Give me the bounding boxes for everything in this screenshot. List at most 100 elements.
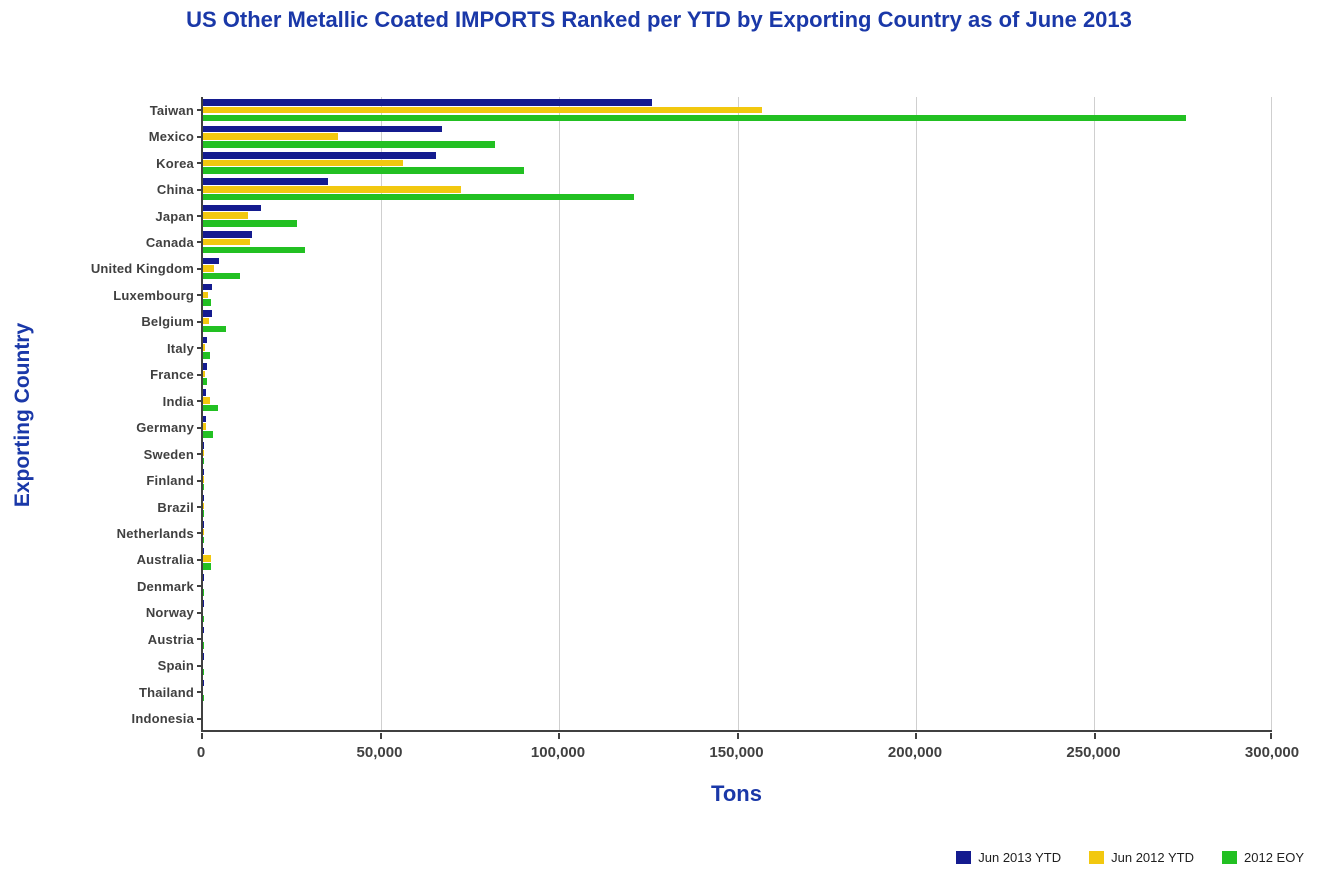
- y-axis-tick-mark: [197, 162, 201, 165]
- x-axis-tick-mark: [201, 733, 203, 739]
- bar-group-luxembourg: [203, 282, 1272, 308]
- category-label: Mexico: [0, 123, 201, 149]
- category-label: France: [0, 362, 201, 388]
- legend-swatch: [1089, 851, 1105, 864]
- legend-label: Jun 2013 YTD: [978, 850, 1062, 865]
- x-axis-tick-mark: [558, 733, 560, 739]
- category-label: China: [0, 176, 201, 202]
- y-axis-tick-mark: [197, 611, 201, 614]
- bar: [203, 291, 208, 299]
- category-label: Germany: [0, 414, 201, 440]
- x-axis-tick-label: 150,000: [709, 744, 764, 761]
- bar: [203, 159, 403, 167]
- category-label-text: Norway: [145, 605, 194, 621]
- y-axis-tick-mark: [197, 453, 201, 456]
- y-axis-tick-mark: [197, 241, 201, 244]
- bar: [203, 389, 206, 396]
- bar-group-norway: [203, 598, 1272, 624]
- bar: [203, 106, 763, 114]
- category-label: Finland: [0, 467, 201, 493]
- category-label: Sweden: [0, 441, 201, 467]
- bar: [203, 193, 635, 201]
- bar: [203, 238, 251, 246]
- y-axis-tick-mark: [197, 506, 201, 509]
- bar-group-india: [203, 387, 1272, 413]
- x-axis-tick-mark: [736, 733, 739, 739]
- category-label: Thailand: [0, 679, 201, 705]
- category-label: Japan: [0, 203, 201, 229]
- bar: [203, 404, 219, 412]
- category-label-text: India: [162, 393, 194, 409]
- y-axis-tick-mark: [197, 426, 201, 429]
- legend-item: 2012 EOY: [1222, 850, 1304, 865]
- legend-item: Jun 2012 YTD: [1089, 850, 1194, 865]
- bar-group-china: [203, 176, 1272, 202]
- category-label: Canada: [0, 229, 201, 255]
- category-label: Netherlands: [0, 520, 201, 546]
- x-axis-title: Tons: [711, 781, 762, 806]
- category-label-text: Japan: [155, 208, 194, 224]
- category-label-text: Taiwan: [149, 102, 194, 118]
- bar: [203, 378, 207, 385]
- bar: [203, 415, 206, 423]
- chart-title: US Other Metallic Coated IMPORTS Ranked …: [186, 7, 1132, 32]
- category-label: United Kingdom: [0, 256, 201, 282]
- y-axis-tick-mark: [197, 109, 201, 112]
- bar: [203, 299, 212, 306]
- bar: [203, 555, 211, 562]
- category-label-text: Spain: [157, 658, 194, 674]
- bar-group-canada: [203, 229, 1272, 255]
- legend-label: 2012 EOY: [1244, 850, 1304, 865]
- y-axis-tick-mark: [197, 373, 201, 376]
- y-axis-tick-mark: [197, 267, 201, 270]
- category-label-text: Sweden: [143, 446, 194, 462]
- gridline: [737, 97, 739, 730]
- category-label-text: Denmark: [136, 578, 194, 594]
- bar: [203, 325, 227, 333]
- category-label: Korea: [0, 150, 201, 176]
- bar: [203, 423, 207, 430]
- category-label-text: Austria: [147, 631, 194, 647]
- bar-group-netherlands: [203, 519, 1272, 545]
- bar: [203, 317, 210, 325]
- category-label-text: Canada: [145, 234, 194, 250]
- bar-group-germany: [203, 414, 1272, 440]
- x-axis-tick-label: 100,000: [530, 744, 586, 761]
- bar-rows: [203, 97, 1272, 730]
- bar-group-italy: [203, 334, 1272, 360]
- x-axis-ticks: 0 50,000 100,000 150,000 200,000 250,000 300,0…: [197, 733, 1299, 773]
- bar: [203, 272, 241, 280]
- x-axis-tick-mark: [1270, 733, 1272, 739]
- category-label: Belgium: [0, 309, 201, 335]
- y-axis-tick-mark: [197, 479, 201, 482]
- bar: [203, 483, 204, 491]
- bar: [203, 152, 437, 159]
- bar: [203, 397, 211, 404]
- y-axis-tick-mark: [197, 585, 201, 588]
- category-label: Denmark: [0, 573, 201, 599]
- bar-group-sweden: [203, 440, 1272, 466]
- bar: [203, 336, 208, 344]
- x-axis-tick-label: 0: [196, 744, 206, 761]
- gridline: [915, 97, 917, 730]
- y-axis-tick-mark: [197, 135, 201, 138]
- y-axis-tick-mark: [197, 664, 201, 667]
- legend: Jun 2013 YTD Jun 2012 YTD 2012 EOY: [956, 850, 1304, 865]
- y-axis-tick-mark: [197, 532, 201, 535]
- y-axis-tick-mark: [197, 294, 201, 297]
- bar-group-japan: [203, 203, 1272, 229]
- bar: [203, 133, 339, 140]
- category-label: Spain: [0, 653, 201, 679]
- bar: [203, 344, 206, 351]
- x-axis-tick-label: 300,000: [1244, 744, 1300, 761]
- bar: [203, 204, 262, 212]
- category-label-text: Korea: [156, 155, 194, 171]
- category-label: Australia: [0, 547, 201, 573]
- bar-group-brazil: [203, 493, 1272, 519]
- category-label-text: Australia: [136, 552, 194, 568]
- bar-group-austria: [203, 625, 1272, 651]
- gridline: [381, 97, 383, 730]
- bar-group-spain: [203, 651, 1272, 677]
- legend-swatch: [1222, 851, 1237, 864]
